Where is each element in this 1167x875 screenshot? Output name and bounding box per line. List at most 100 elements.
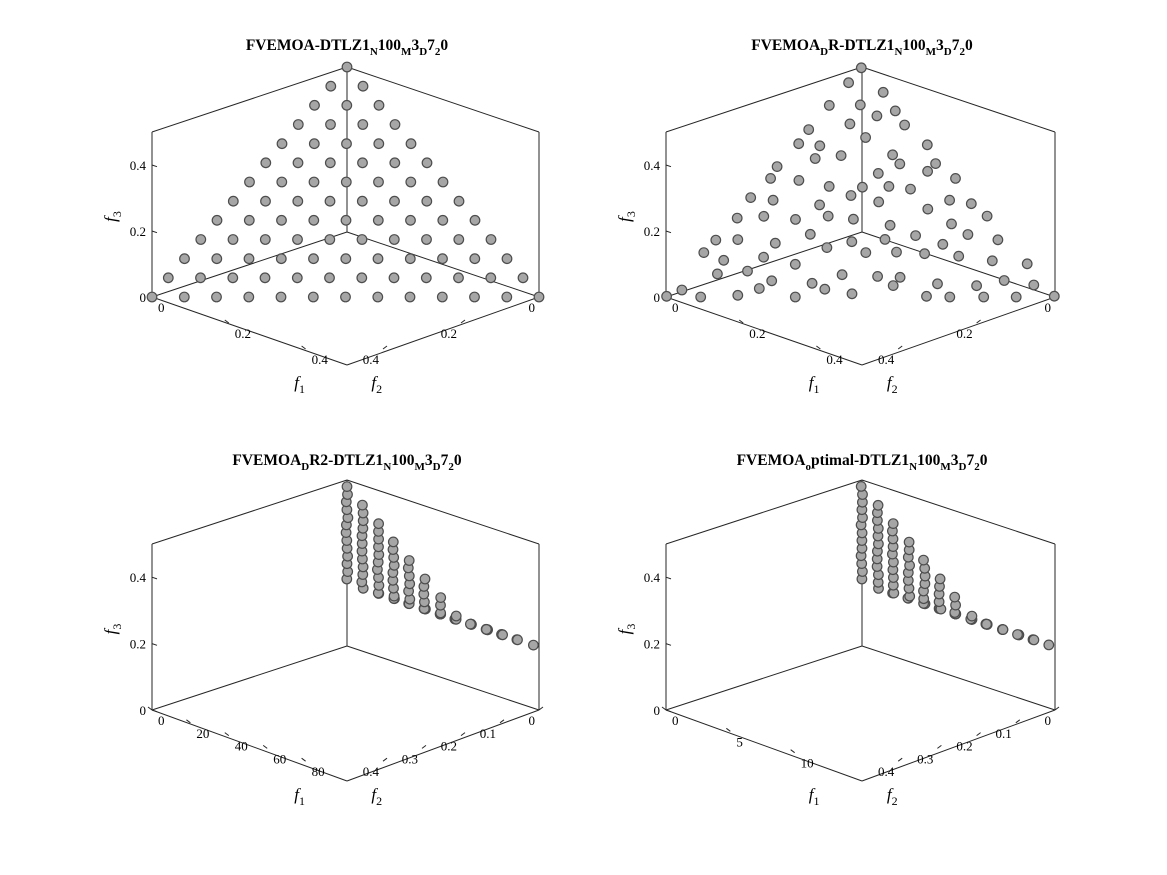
data-point <box>814 140 826 152</box>
data-point <box>421 157 433 169</box>
axis-line <box>861 66 1056 133</box>
data-point <box>341 481 353 493</box>
data-point <box>340 253 352 265</box>
data-point <box>388 234 400 245</box>
data-point <box>965 198 977 210</box>
data-point <box>450 610 462 622</box>
data-point <box>356 234 368 245</box>
data-point <box>405 138 417 150</box>
data-point <box>292 234 303 245</box>
data-point <box>918 554 929 566</box>
data-point <box>843 77 854 89</box>
subplot-2: FVEMOADR-DTLZ1N100M3D720 0 0.2 0.4 0 0.2 0.4 0 0… <box>615 37 1060 396</box>
axis-line <box>151 709 348 782</box>
data-point <box>357 499 368 511</box>
data-point <box>437 214 449 226</box>
axis-line <box>665 66 863 133</box>
data-point <box>758 210 770 222</box>
data-point <box>325 119 336 130</box>
data-point <box>1012 629 1023 640</box>
z-tick-label: 0.4 <box>130 570 147 585</box>
axis-line <box>346 645 540 711</box>
data-point <box>978 291 990 303</box>
data-point <box>845 190 857 201</box>
data-point <box>1048 290 1060 302</box>
data-point <box>872 271 883 282</box>
data-point <box>884 219 896 231</box>
data-point <box>848 213 859 225</box>
data-point <box>162 272 174 284</box>
z-axis-label: f3 <box>615 211 638 222</box>
x-tick-label: 0 <box>672 300 679 315</box>
z-tick-label: 0.4 <box>644 570 661 585</box>
axis-line <box>151 479 348 545</box>
data-point <box>260 195 271 207</box>
data-point <box>275 253 287 265</box>
data-point <box>742 265 753 277</box>
data-point <box>844 118 856 130</box>
data-point <box>420 272 432 284</box>
data-point <box>758 251 769 263</box>
y-tick-label: 0.1 <box>480 726 496 741</box>
data-point <box>325 80 337 92</box>
z-tick-label: 0.2 <box>130 224 146 239</box>
y-tick-mark <box>460 319 466 324</box>
z-tick-label: 0.2 <box>644 637 660 652</box>
data-point <box>836 269 848 281</box>
data-point <box>766 275 778 287</box>
data-point <box>879 233 891 245</box>
axis-line <box>151 231 348 298</box>
data-point <box>793 174 805 186</box>
data-point <box>404 253 416 265</box>
y-tick-mark <box>937 745 942 749</box>
data-point <box>324 157 336 169</box>
y-tick-mark <box>897 345 903 350</box>
z-tick-label: 0 <box>654 703 661 718</box>
x-tick-mark <box>726 727 731 732</box>
data-point <box>373 518 385 530</box>
x-tick-label: 0.2 <box>235 326 251 341</box>
data-point <box>292 157 304 169</box>
y-tick-label: 0 <box>529 713 536 728</box>
axis-line <box>861 709 1056 782</box>
data-point <box>481 624 492 635</box>
data-point <box>745 192 757 204</box>
data-point <box>533 291 545 303</box>
z-axis-label: f3 <box>615 624 638 635</box>
x-tick-mark <box>661 706 667 711</box>
data-point <box>823 99 835 111</box>
x-tick-label: 0 <box>672 713 679 728</box>
data-point <box>871 110 883 122</box>
x-tick-mark <box>816 345 821 350</box>
z-axis-label: f3 <box>101 211 124 222</box>
subplot-title: FVEMOAoptimal-DTLZ1N100M3D720 <box>737 452 988 473</box>
x-axis-label: f1 <box>809 785 820 808</box>
x-tick-mark <box>790 749 795 754</box>
data-point <box>771 161 783 173</box>
z-tick-mark <box>151 643 158 646</box>
data-point <box>276 138 288 150</box>
x-tick-label: 0.4 <box>826 352 843 367</box>
data-point <box>227 234 239 245</box>
data-point <box>497 629 509 641</box>
x-tick-mark <box>301 345 306 350</box>
axis-line <box>861 296 1056 366</box>
y-axis-label: f2 <box>371 373 382 396</box>
data-point <box>291 272 303 284</box>
data-point <box>804 228 816 240</box>
data-point <box>340 176 352 188</box>
data-point <box>873 196 885 208</box>
data-point <box>919 248 930 260</box>
data-point <box>437 176 449 188</box>
data-point <box>814 199 825 211</box>
data-point <box>903 536 915 548</box>
data-point <box>887 149 898 161</box>
data-point <box>501 253 513 265</box>
subplot-title: FVEMOADR-DTLZ1N100M3D720 <box>751 37 973 58</box>
data-point <box>469 291 480 303</box>
data-point <box>276 214 287 226</box>
data-point <box>710 234 722 246</box>
data-point <box>501 291 513 303</box>
data-point <box>211 291 222 303</box>
data-point <box>765 172 776 184</box>
